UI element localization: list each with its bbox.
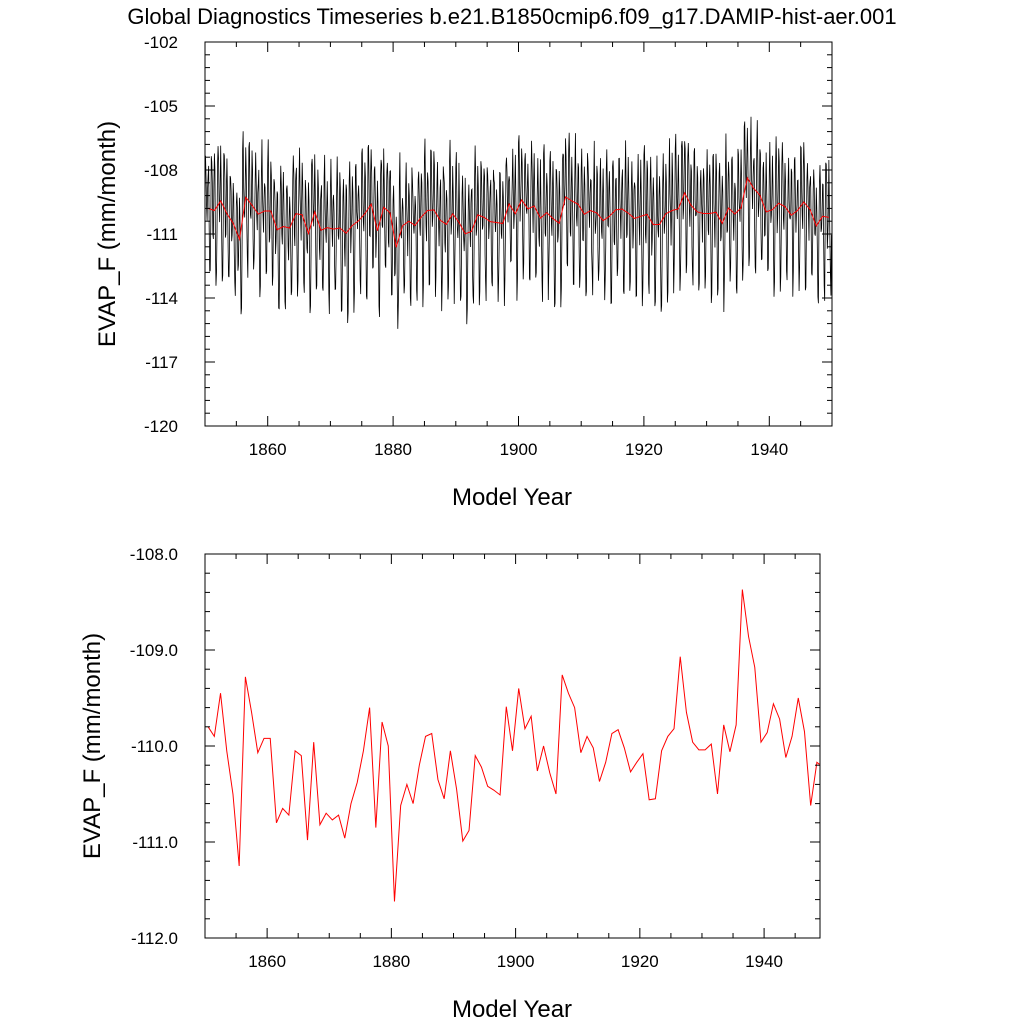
bottom-y-axis-title: EVAP_F (mm/month) bbox=[79, 633, 106, 859]
bottom-chart: 1860 1880 1900 1920 1940 -112.0 -111.0 -110.0 -1… bbox=[79, 545, 821, 1023]
bottom-annual-mean-line bbox=[207, 589, 820, 902]
bottom-axes: 1860 1880 1900 1920 1940 -112.0 -111.0 -110.0 -1… bbox=[130, 545, 820, 971]
top-y-tick-label: -111 bbox=[146, 225, 178, 244]
bottom-x-tick-label: 1940 bbox=[745, 952, 783, 971]
top-y-tick-label: -120 bbox=[144, 417, 178, 436]
bottom-plot-area bbox=[207, 589, 820, 902]
top-chart-frame bbox=[204, 41, 833, 427]
top-y-tick-label: -102 bbox=[144, 33, 178, 52]
top-x-axis-title: Model Year bbox=[452, 484, 572, 511]
bottom-x-tick-label: 1920 bbox=[621, 952, 659, 971]
top-axes: 1860 1880 1900 1920 1940 -120 -117 -114 -111 -108… bbox=[144, 33, 833, 459]
bottom-y-tick-label: -110.0 bbox=[131, 737, 178, 756]
bottom-y-tick-label: -111.0 bbox=[132, 833, 178, 852]
bottom-x-axis-title: Model Year bbox=[452, 996, 572, 1023]
bottom-y-tick-label: -109.0 bbox=[130, 641, 178, 660]
top-y-tick-label: -117 bbox=[145, 353, 178, 372]
top-x-tick-label: 1880 bbox=[374, 440, 412, 459]
top-y-tick-label: -105 bbox=[144, 97, 178, 116]
top-x-tick-label: 1920 bbox=[625, 440, 663, 459]
top-annual-mean-line bbox=[207, 176, 829, 248]
top-y-tick-label: -114 bbox=[145, 289, 178, 308]
bottom-x-tick-label: 1880 bbox=[372, 952, 410, 971]
top-x-tick-label: 1940 bbox=[750, 440, 788, 459]
top-plot-area bbox=[205, 116, 832, 329]
bottom-y-tick-label: -108.0 bbox=[130, 545, 178, 564]
top-x-tick-label: 1860 bbox=[249, 440, 287, 459]
figure-title: Global Diagnostics Timeseries b.e21.B185… bbox=[127, 4, 896, 29]
top-y-tick-label: -108 bbox=[144, 161, 178, 180]
top-x-tick-label: 1900 bbox=[500, 440, 538, 459]
bottom-x-tick-label: 1860 bbox=[248, 952, 286, 971]
bottom-x-tick-label: 1900 bbox=[497, 952, 535, 971]
top-monthly-line bbox=[205, 116, 832, 329]
top-y-axis-title: EVAP_F (mm/month) bbox=[94, 121, 121, 347]
bottom-y-tick-label: -112.0 bbox=[131, 929, 178, 948]
top-chart: 1860 1880 1900 1920 1940 -120 -117 -114 -111 -108… bbox=[94, 33, 833, 511]
